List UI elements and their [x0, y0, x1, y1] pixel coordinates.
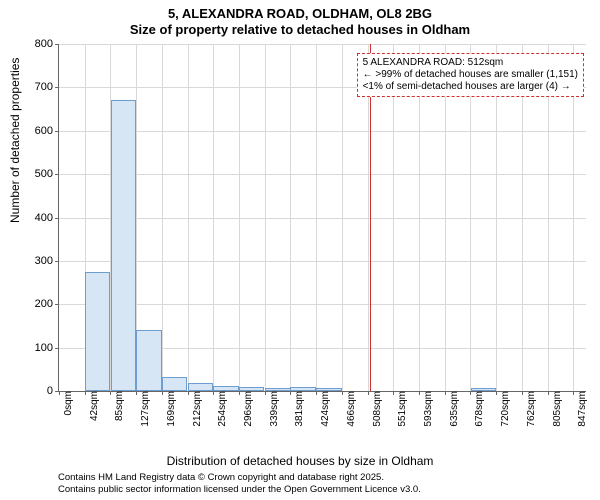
histogram-bar — [316, 388, 342, 391]
x-tick-label: 85sqm — [110, 391, 125, 421]
histogram-bar — [111, 100, 137, 391]
plot-area: 01002003004005006007008000sqm42sqm85sqm1… — [58, 44, 586, 392]
x-tick-label: 127sqm — [136, 391, 151, 427]
footer-line-1: Contains HM Land Registry data © Crown c… — [58, 472, 421, 484]
y-tick-mark — [55, 261, 59, 262]
gridline-v — [342, 44, 343, 391]
y-tick-mark — [55, 348, 59, 349]
footer-line-2: Contains public sector information licen… — [58, 484, 421, 496]
histogram-bar — [188, 383, 214, 391]
histogram-bar — [239, 387, 265, 391]
x-tick-label: 635sqm — [445, 391, 460, 427]
x-tick-label: 424sqm — [316, 391, 331, 427]
histogram-bar — [85, 272, 111, 391]
gridline-v — [213, 44, 214, 391]
gridline-v — [188, 44, 189, 391]
title-line-1: 5, ALEXANDRA ROAD, OLDHAM, OL8 2BG — [0, 6, 600, 22]
histogram-bar — [213, 386, 239, 391]
x-tick-label: 42sqm — [85, 391, 100, 421]
x-tick-label: 212sqm — [188, 391, 203, 427]
y-tick-mark — [55, 174, 59, 175]
x-tick-label: 720sqm — [496, 391, 511, 427]
annotation-line: ← >99% of detached houses are smaller (1… — [363, 69, 578, 81]
x-tick-label: 678sqm — [470, 391, 485, 427]
y-tick-mark — [55, 131, 59, 132]
histogram-bar — [162, 377, 188, 391]
y-tick-mark — [55, 87, 59, 88]
gridline-v — [239, 44, 240, 391]
annotation-line: <1% of semi-detached houses are larger (… — [363, 81, 578, 93]
x-tick-label: 254sqm — [213, 391, 228, 427]
y-tick-mark — [55, 218, 59, 219]
x-tick-label: 508sqm — [368, 391, 383, 427]
gridline-v — [290, 44, 291, 391]
y-axis-label: Number of detached properties — [8, 58, 22, 223]
x-tick-label: 381sqm — [290, 391, 305, 427]
x-tick-label: 339sqm — [265, 391, 280, 427]
footer-attribution: Contains HM Land Registry data © Crown c… — [58, 472, 421, 496]
x-axis-label: Distribution of detached houses by size … — [0, 454, 600, 468]
histogram-bar — [471, 388, 497, 391]
x-tick-label: 0sqm — [59, 391, 74, 415]
x-tick-label: 466sqm — [342, 391, 357, 427]
y-tick-mark — [55, 44, 59, 45]
x-tick-label: 296sqm — [239, 391, 254, 427]
gridline-h — [59, 304, 586, 305]
x-tick-label: 805sqm — [548, 391, 563, 427]
x-tick-label: 847sqm — [573, 391, 588, 427]
x-tick-label: 551sqm — [393, 391, 408, 427]
annotation-box: 5 ALEXANDRA ROAD: 512sqm← >99% of detach… — [357, 53, 584, 97]
gridline-v — [265, 44, 266, 391]
gridline-h — [59, 218, 586, 219]
y-tick-mark — [55, 304, 59, 305]
annotation-line: 5 ALEXANDRA ROAD: 512sqm — [363, 57, 578, 69]
x-tick-label: 762sqm — [522, 391, 537, 427]
histogram-bar — [290, 387, 316, 391]
gridline-h — [59, 261, 586, 262]
title-line-2: Size of property relative to detached ho… — [0, 22, 600, 38]
histogram-bar — [265, 388, 291, 391]
chart-container: 5, ALEXANDRA ROAD, OLDHAM, OL8 2BG Size … — [0, 0, 600, 500]
gridline-h — [59, 174, 586, 175]
gridline-v — [162, 44, 163, 391]
x-tick-label: 593sqm — [419, 391, 434, 427]
gridline-h — [59, 44, 586, 45]
gridline-h — [59, 131, 586, 132]
x-tick-label: 169sqm — [162, 391, 177, 427]
title-block: 5, ALEXANDRA ROAD, OLDHAM, OL8 2BG Size … — [0, 0, 600, 43]
gridline-v — [316, 44, 317, 391]
histogram-bar — [136, 330, 162, 391]
